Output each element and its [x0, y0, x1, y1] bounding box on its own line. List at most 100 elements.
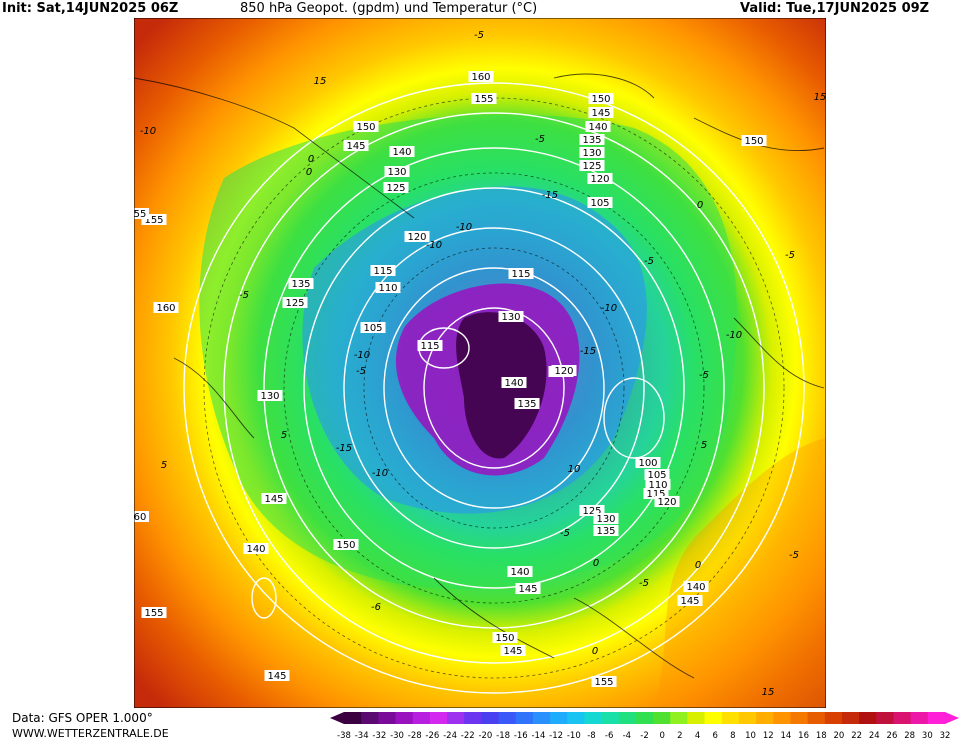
- legend-tick-label: 18: [816, 731, 827, 741]
- geopotential-label-box: [579, 147, 605, 158]
- geopotential-label-text: 120: [657, 497, 676, 508]
- geopotential-label-text: 155: [144, 215, 163, 226]
- legend-swatch: [378, 712, 397, 724]
- geopotential-label-text: 125: [386, 183, 405, 194]
- geopotential-label-text: 115: [420, 341, 439, 352]
- color-legend-svg: -38 -34 -32 -30 -28 -26 -24 -22 -20 -18 -16 -14 -12-…: [330, 712, 959, 741]
- temperature-label: -10: [726, 330, 742, 341]
- temperature-label: 0: [306, 167, 312, 178]
- legend-tick-label: -28: [408, 731, 422, 741]
- legend-swatch: [773, 712, 791, 724]
- geopotential-label-box: [153, 302, 179, 313]
- geopotential-label-box: [587, 197, 613, 208]
- geopotential-label-text: 140: [392, 147, 411, 158]
- geopotential-label-box: [500, 645, 526, 656]
- geopotential-label: 115: [370, 265, 396, 277]
- geopotential-label: 135: [593, 525, 619, 537]
- legend-swatch: [584, 712, 603, 724]
- legend-tick-label: 24: [869, 731, 880, 741]
- legend-arrow-left: [330, 712, 344, 724]
- weather-map: 160 155 150 145 140 135 130 125 120 105 150 145 140 1…: [131, 17, 827, 709]
- geopotential-label-text: 105: [590, 198, 609, 209]
- legend-tick-label: -18: [496, 731, 510, 741]
- data-source: Data: GFS OPER 1.000°: [12, 711, 153, 725]
- geopotential-label-box: [591, 676, 617, 687]
- geopotential-label: 160: [153, 302, 179, 314]
- geopotential-label-box: [593, 525, 619, 536]
- geopotential-label-box: [261, 493, 287, 504]
- geopotential-label: 125: [282, 297, 308, 309]
- geopotential-label-text: 130: [596, 514, 615, 525]
- legend-swatch: [515, 712, 534, 724]
- geopotential-contours: [183, 82, 805, 694]
- temperature-label: 5: [281, 430, 287, 441]
- legend-swatch: [567, 712, 585, 724]
- legend-swatch: [927, 712, 946, 724]
- legend-arrow-right: [945, 712, 959, 724]
- geopotential-label-box: [593, 513, 619, 524]
- geopotential-label: 120: [551, 365, 577, 377]
- legend-tick-label: 4: [695, 731, 700, 741]
- geopotential-label: 140: [501, 377, 527, 389]
- geopotential-label: 140: [507, 566, 533, 578]
- geopotential-label-text: 135: [582, 135, 601, 146]
- temperature-label: -5: [699, 370, 709, 381]
- geopotential-label: 145: [677, 595, 703, 607]
- geopotential-label-box: [677, 595, 703, 606]
- legend-swatch: [532, 712, 551, 724]
- geopotential-label-box: [131, 208, 149, 219]
- geopotential-label-text: 145: [267, 671, 286, 682]
- geopotential-label-text: 145: [264, 494, 283, 505]
- geopotential-label-text: 135: [291, 279, 310, 290]
- temperature-label: 15: [814, 92, 826, 103]
- geopotential-label-text: 130: [260, 391, 279, 402]
- legend-swatch: [464, 712, 482, 724]
- geopotential-label-text: 135: [517, 399, 536, 410]
- temperature-label: -10: [456, 222, 472, 233]
- geopotential-label: 105: [644, 469, 670, 481]
- geopotential-label-text: 115: [511, 269, 530, 280]
- legend-tick-label: -38: [337, 731, 351, 741]
- geopotential-label: 120: [587, 173, 613, 185]
- legend-tick-label: 32: [940, 731, 951, 741]
- temperature-label: -5: [239, 290, 249, 301]
- geopotential-label-text: 150: [591, 94, 610, 105]
- geopotential-label: 150: [741, 135, 767, 147]
- geopotential-label-text: 150: [495, 633, 514, 644]
- geopotential-label: 135: [579, 134, 605, 146]
- temperature-label: -15: [580, 346, 596, 357]
- geopotential-label-box: [498, 311, 524, 322]
- geopotential-label: 155: [141, 214, 167, 226]
- geopotential-label-text: 125: [285, 298, 304, 309]
- temperature-label: 0: [308, 154, 314, 165]
- geopotential-label-text: 155: [144, 608, 163, 619]
- legend-tick-label: -22: [461, 731, 475, 741]
- legend-swatch: [395, 712, 414, 724]
- temperature-label: 0: [592, 646, 598, 657]
- geopotential-label: 115: [508, 268, 534, 280]
- temperature-label: -5: [639, 578, 649, 589]
- geopotential-label-text: 100: [638, 458, 657, 469]
- legend-tick-label: -34: [355, 731, 369, 741]
- geopotential-label: 125: [383, 182, 409, 194]
- geopotential-label: 115: [417, 340, 443, 352]
- geopotential-label-box: [264, 670, 290, 681]
- geopotential-label-box: [508, 268, 534, 279]
- geopotential-label-text: 160: [471, 72, 490, 83]
- legend-tick-label: -2: [640, 731, 648, 741]
- legend-tick-label: 8: [730, 731, 735, 741]
- geopotential-label-text: 155: [474, 94, 493, 105]
- geopotential-label-box: [370, 265, 396, 276]
- geopotential-label-box: [383, 182, 409, 193]
- geopotential-label: 105: [360, 322, 386, 334]
- legend-tick-label: 10: [745, 731, 756, 741]
- geopotential-label: 150: [333, 539, 359, 551]
- geopotential-label-box: [644, 469, 670, 480]
- geopotential-label: 145: [515, 583, 541, 595]
- legend-swatch: [704, 712, 723, 724]
- geopotential-label-box: [579, 160, 605, 171]
- legend-tick-label: 16: [798, 731, 809, 741]
- legend-swatch: [910, 712, 929, 724]
- geopotential-label-box: [588, 107, 614, 118]
- geopotential-label: 140: [389, 146, 415, 158]
